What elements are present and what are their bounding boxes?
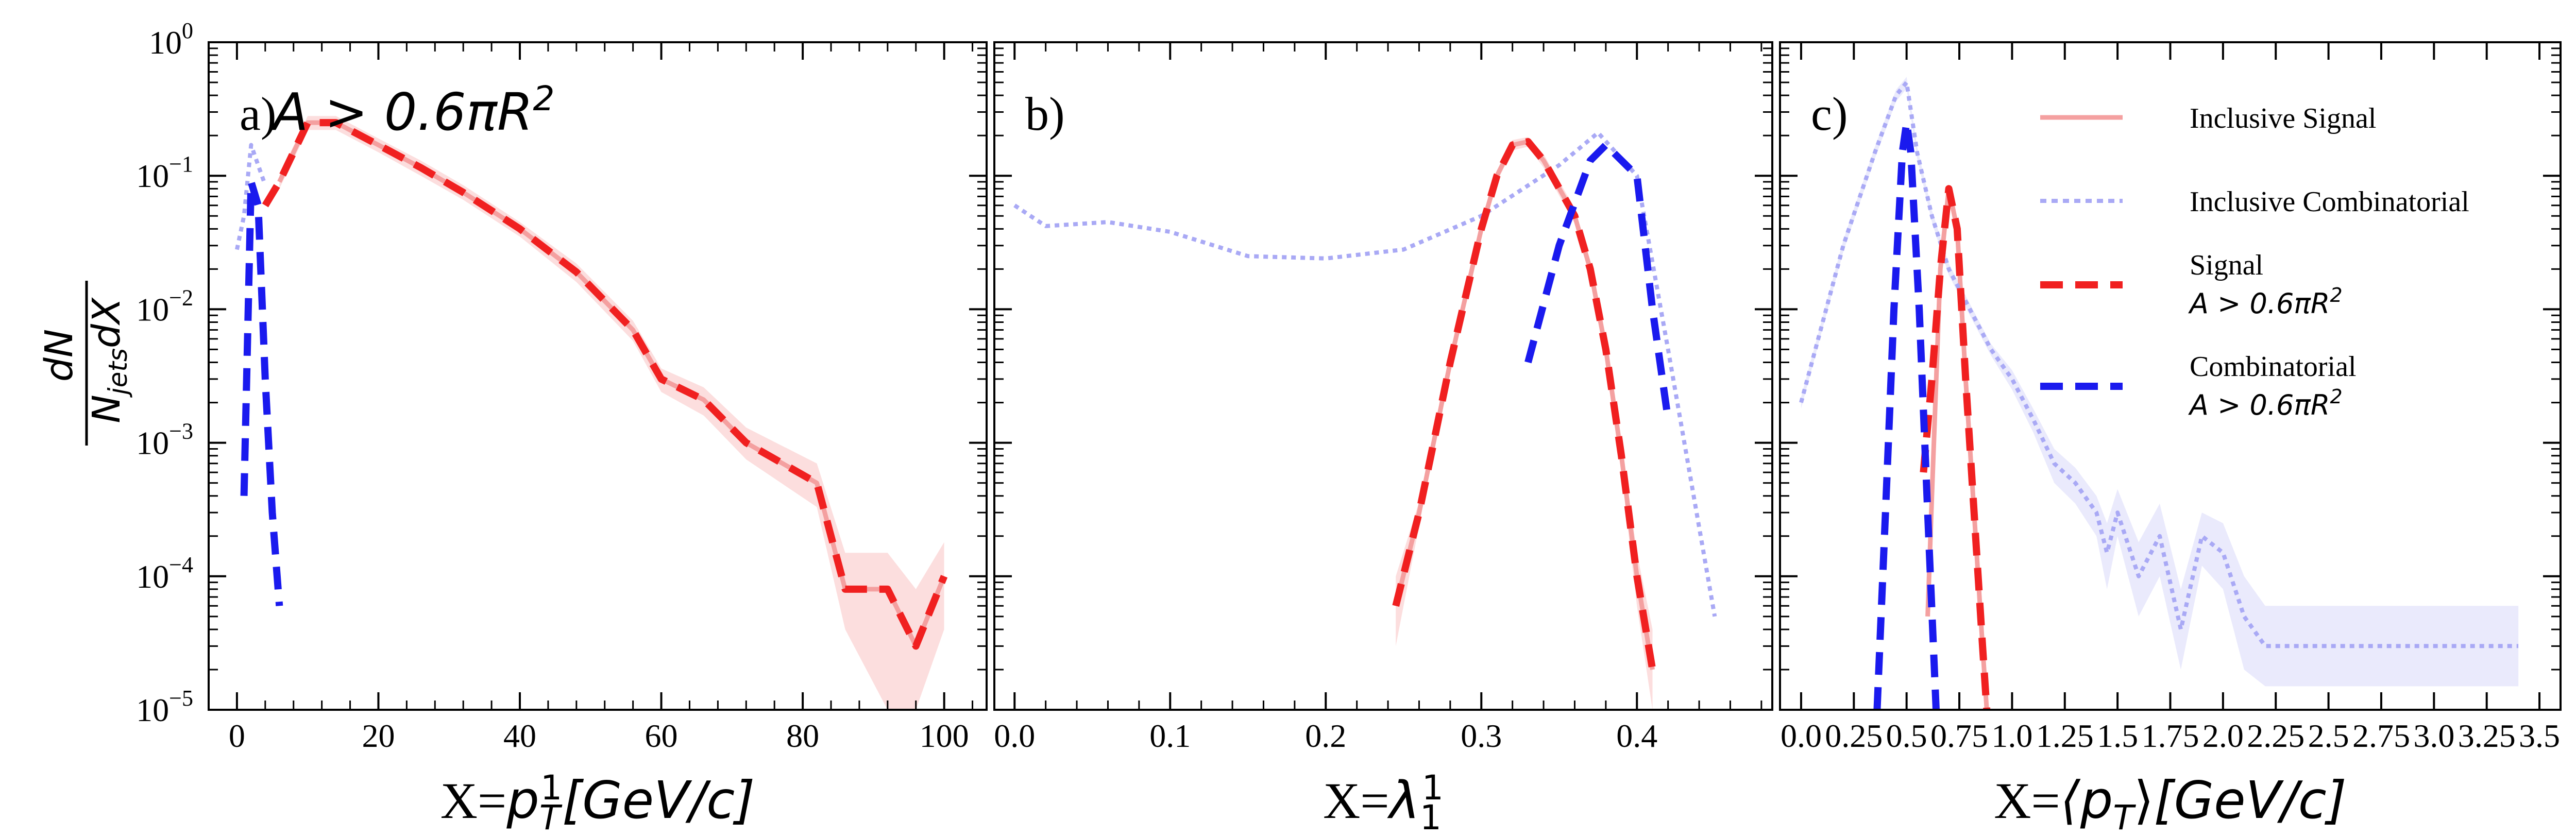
panel-a-annotation: A > 0.6πR2 [270,79,555,142]
panel-c-line-inc-comb [1799,80,2519,648]
panel-b-line-sig [1392,138,1656,671]
legend-entry-inclusive-signal: Inclusive Signal [2040,103,2376,134]
x-tick-label: 60 [645,718,678,754]
panel-a-label: a) [240,88,276,140]
x-tick-label: 80 [786,718,819,754]
x-tick-label: 2.25 [2247,718,2304,754]
legend-entry-combinatorial: Combinatorial A > 0.6πR2 [2040,351,2357,421]
panel-c-band-inc-comb [1801,77,2519,687]
x-tick-label: 1.5 [2097,718,2138,754]
x-tick-label: 1.25 [2036,718,2094,754]
x-tick-label: 0.0 [994,718,1035,754]
panel-c-line-comb [1873,119,1940,710]
y-axis-label-numerator: dN [37,329,81,382]
y-tick-label: 10−3 [136,419,193,462]
x-tick-label: 0.4 [1616,718,1657,754]
panel-b-line-comb [1524,141,1672,420]
panel-a-line-sig [262,119,948,650]
x-tick-label: 0.25 [1825,718,1883,754]
x-tick-label: 3.25 [2458,718,2516,754]
panel-c-series [1799,77,2519,710]
panel-c-label: c) [1811,88,1848,140]
x-tick-label: 0.2 [1305,718,1346,754]
panel-b-line-inc-comb [1013,130,1717,617]
x-tick-label: 20 [362,718,395,754]
legend-label-signal: Signal [2190,249,2263,281]
y-tick-label: 10−5 [136,686,193,728]
legend: Inclusive Signal Inclusive Combinatorial… [2040,103,2469,421]
legend-label-signal-cut: A > 0.6πR2 [2188,284,2343,320]
legend-label-combinatorial: Combinatorial [2190,351,2357,383]
x-tick-label: 0.1 [1149,718,1191,754]
panel-c-line-sig [1920,185,1991,710]
x-tick-label: 2.5 [2308,718,2349,754]
legend-label-combinatorial-cut: A > 0.6πR2 [2188,385,2343,421]
legend-entry-signal: Signal A > 0.6πR2 [2040,249,2343,320]
legend-label-inclusive-signal: Inclusive Signal [2190,103,2376,134]
x-tick-label: 0.75 [1930,718,1988,754]
panel-c-x-axis-label: X=⟨pT⟩[GeV/c] [1994,770,2347,837]
y-tick-label: 10−4 [136,552,193,595]
x-tick-label: 0.0 [1781,718,1822,754]
legend-label-inclusive-combinatorial: Inclusive Combinatorial [2190,186,2469,218]
panel-a-series [234,116,948,710]
panel-a-ticks: 100 10−1 10−2 10−3 10−4 10−5 0 20 40 60 80 100 [136,18,987,754]
panel-a-line-inc-comb [234,143,267,250]
panel-c: 0.0 0.25 0.5 0.75 1.0 1.25 1.5 1.75 2.0 2.25 2.5 2.… [1779,41,2562,837]
x-tick-label: 0 [229,718,245,754]
panel-b-series [1013,130,1717,710]
x-tick-label: 1.75 [2142,718,2199,754]
x-tick-label: 40 [503,718,536,754]
panel-a-band-inc-sig [279,116,944,710]
panel-a-line-comb [240,178,283,606]
panel-b-ticks: 0.0 0.1 0.2 0.3 0.4 [994,41,1772,754]
x-tick-label: 2.75 [2352,718,2410,754]
panel-b-x-axis-label: X=λ11 [1323,768,1444,837]
panel-b-frame [993,41,1773,711]
x-tick-label: 2.0 [2202,718,2244,754]
panel-a: 100 10−1 10−2 10−3 10−4 10−5 0 20 40 60 80 100 a) A… [136,18,988,837]
panel-a-x-axis-label: X=pT1[GeV/c] [440,768,755,837]
panel-b-label: b) [1025,88,1065,140]
y-tick-label: 10−1 [136,151,193,194]
y-axis-label-denominator: NjetsdX [84,297,133,423]
panel-a-frame [208,41,988,711]
panel-c-ticks: 0.0 0.25 0.5 0.75 1.0 1.25 1.5 1.75 2.0 2.25 2.5 2.… [1780,41,2561,754]
x-tick-label: 3.0 [2413,718,2454,754]
x-tick-label: 100 [920,718,969,754]
x-tick-label: 1.0 [1991,718,2032,754]
panel-b: 0.0 0.1 0.2 0.3 0.4 b) X=λ11 [993,41,1773,837]
x-tick-label: 0.5 [1886,718,1927,754]
y-tick-label: 100 [149,18,193,61]
x-tick-label: 3.5 [2519,718,2560,754]
y-tick-label: 10−2 [136,285,193,328]
y-axis-label: dN NjetsdX [37,281,133,446]
legend-entry-inclusive-combinatorial: Inclusive Combinatorial [2040,186,2469,218]
x-tick-label: 0.3 [1461,718,1502,754]
